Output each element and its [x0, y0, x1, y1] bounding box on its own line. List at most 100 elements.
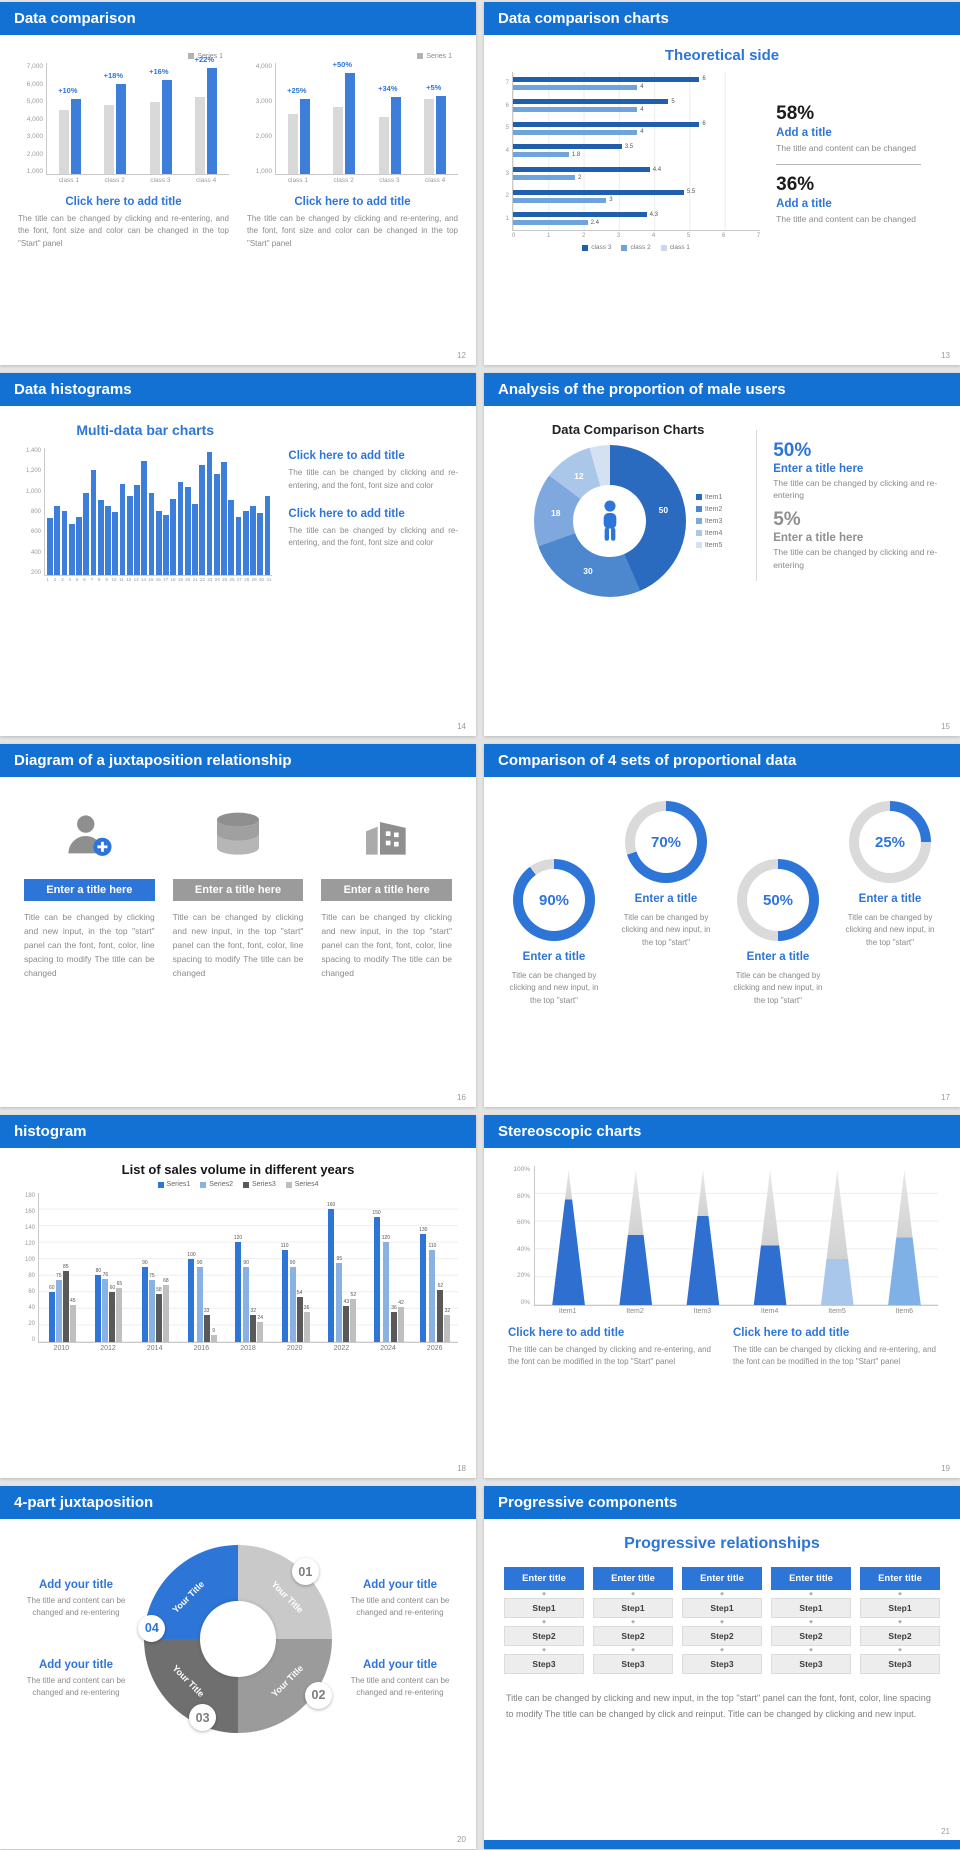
step-box: Step2	[860, 1626, 940, 1646]
bar	[155, 511, 162, 575]
segment-number: 01	[291, 1558, 319, 1586]
y-tick: 6,000	[26, 80, 43, 88]
slide-18[interactable]: histogram List of sales volume in differ…	[0, 1115, 476, 1478]
bar-value: 95	[336, 1255, 343, 1262]
stat-title: Add a title	[776, 127, 832, 140]
step-box: Step1	[504, 1598, 584, 1618]
slide-17[interactable]: Comparison of 4 sets of proportional dat…	[484, 744, 960, 1107]
text-panel: Click here to add title The title can be…	[272, 418, 458, 582]
donut-hole	[200, 1601, 276, 1677]
cone-shape	[552, 1170, 585, 1305]
slide-20[interactable]: 4-part juxtaposition Add your title The …	[0, 1486, 476, 1849]
bar	[195, 97, 206, 174]
y-tick: 4,000	[26, 115, 43, 123]
stats-panel: 50% Enter a title here The title can be …	[756, 430, 944, 581]
stat-value: 36%	[776, 174, 815, 195]
x-tick: class 4	[425, 177, 446, 184]
slide-13[interactable]: Data comparison charts Theoretical side …	[484, 2, 960, 365]
bar	[398, 1307, 405, 1342]
bar	[296, 1297, 303, 1342]
bar-wrap: 90	[141, 1260, 148, 1342]
bar-wrap: 130	[419, 1227, 427, 1342]
y-tick: 5	[505, 125, 509, 132]
slide-19[interactable]: Stereoscopic charts 100% 80% 60% 40% 20% 0% It…	[484, 1115, 960, 1478]
slide-16[interactable]: Diagram of a juxtaposition relationship …	[0, 744, 476, 1107]
text-block: Click here to add title The title can be…	[247, 196, 458, 250]
slide-body: Data Comparison Charts 50 30 18 12 Item1 Item…	[484, 406, 960, 597]
enter-title-box: Enter title	[860, 1567, 940, 1590]
x-tick: Item1	[558, 1308, 577, 1315]
page-number: 20	[457, 1835, 466, 1844]
stat-block: 36% Add a title The title and content ca…	[776, 174, 944, 226]
legend-swatch	[660, 244, 667, 251]
bar	[264, 496, 271, 575]
bar	[513, 212, 647, 218]
x-tick: 14	[141, 577, 147, 582]
bar-wrap: 120	[382, 1235, 390, 1342]
bar-group: +50%	[322, 60, 368, 174]
x-tick: 2	[53, 577, 57, 582]
y-tick: 3	[505, 170, 509, 177]
bar-wrap: 110	[281, 1243, 289, 1342]
y-tick: 100%	[513, 1166, 530, 1173]
block-title: Add your title	[362, 1659, 438, 1671]
bar-wrap: 90	[196, 1260, 203, 1342]
legend-label: Series 1	[426, 52, 452, 60]
bar	[382, 1242, 389, 1342]
bar-value: 5	[671, 98, 675, 105]
stat-value: 5%	[773, 509, 801, 530]
bar-value: 3.5	[624, 143, 634, 150]
slide-header: Data comparison	[0, 2, 476, 35]
legend-item: Series2	[200, 1181, 233, 1188]
slide-21[interactable]: Progressive components Progressive relat…	[484, 1486, 960, 1849]
block-body: The title and content can be changed and…	[26, 1596, 126, 1617]
slide-14[interactable]: Data histograms Multi-data bar charts 1,…	[0, 373, 476, 736]
database-icon	[217, 812, 259, 855]
bar	[328, 1208, 335, 1342]
ring-body: Title can be changed by clicking and new…	[621, 913, 711, 947]
bar-line: 1.8	[513, 152, 760, 158]
x-tick: class 4	[196, 177, 217, 184]
left-text-column: Add your title The title and content can…	[16, 1579, 136, 1699]
stat-description: The title and content can be changed	[776, 143, 917, 154]
x-tick: class 1	[287, 177, 308, 184]
text-block: Click here to add title The title can be…	[288, 508, 458, 550]
footer-bar	[484, 1840, 960, 1849]
plot-column: 60 75 85 45 80 76 60 65 90 75 58 68 100 90 33 9 120 90 32 2…	[38, 1193, 458, 1352]
bar-value: 90	[196, 1260, 203, 1266]
bar-callout: +10%	[58, 85, 78, 95]
bar	[424, 99, 435, 174]
bar-wrap: 60	[109, 1285, 116, 1342]
slide-15[interactable]: Analysis of the proportion of male users…	[484, 373, 960, 736]
cone-wrap	[737, 1166, 804, 1305]
progress-column: Enter title ◆ Step1 ◆ Step2 ◆ Step3	[593, 1567, 673, 1674]
slide-header: Diagram of a juxtaposition relationship	[0, 744, 476, 777]
slide-12[interactable]: Data comparison Series 1 7,000 6,000 5,000 4…	[0, 2, 476, 365]
bar-group: +18%	[93, 63, 139, 174]
segment-number: 02	[305, 1681, 332, 1709]
bar-wrap: 33	[203, 1308, 210, 1342]
legend-label: class 1	[669, 244, 690, 251]
bar-value: 130	[419, 1226, 428, 1233]
bar-wrap: 32	[250, 1308, 257, 1342]
bar-callout: +16%	[149, 66, 169, 76]
slide-body: Multi-data bar charts 1,400 1,200 1,000 800…	[0, 406, 476, 582]
right-text-column: Add your title The title and content can…	[340, 1579, 460, 1699]
stat-title: Enter a title here	[773, 462, 864, 475]
slide-body: Add your title The title and content can…	[0, 1519, 476, 1733]
legend-item: Item3	[695, 518, 722, 525]
slide-title: Analysis of the proportion of male users	[498, 381, 786, 398]
legend-swatch	[285, 1181, 292, 1188]
x-tick: 4	[68, 577, 72, 582]
legend-swatch	[621, 244, 628, 251]
bar	[513, 99, 669, 105]
bar-value: 45	[70, 1297, 76, 1304]
bar-callout: +50%	[332, 60, 353, 70]
ring-item: 90% Enter a title Title can be changed b…	[504, 801, 604, 1007]
bar	[513, 144, 622, 150]
bar-group: 90 75 58 68	[132, 1193, 179, 1342]
bar	[141, 1267, 148, 1342]
add-user-icon	[68, 815, 112, 856]
